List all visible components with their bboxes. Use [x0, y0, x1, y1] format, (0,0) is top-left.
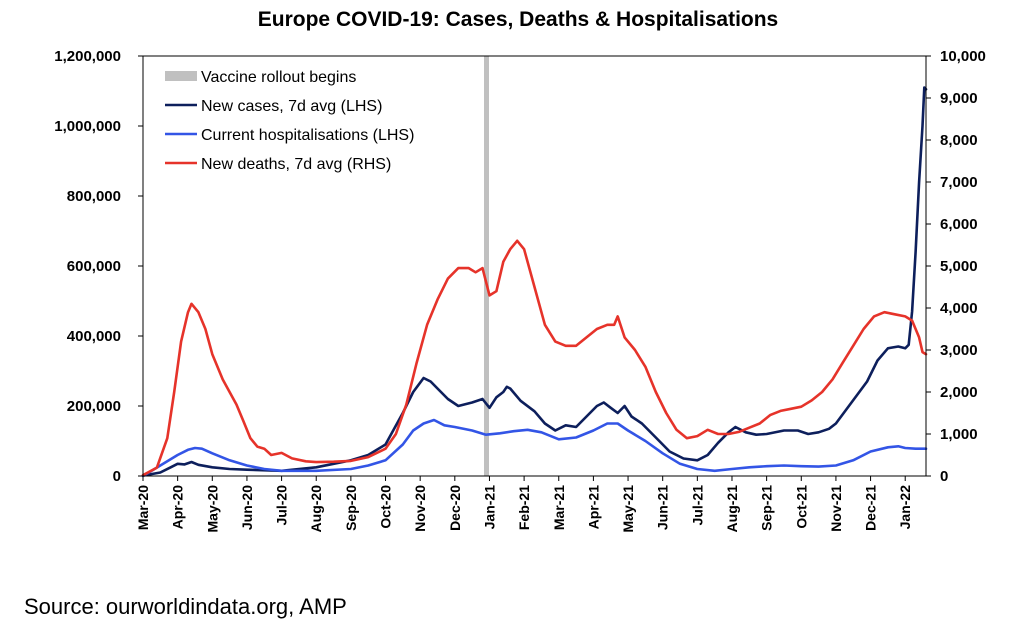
- right-tick-label: 6,000: [940, 216, 978, 233]
- x-tick-label: Mar-20: [135, 485, 151, 530]
- left-tick-label: 600,000: [67, 258, 121, 275]
- x-tick-label: Nov-20: [412, 485, 428, 532]
- left-tick-label: 200,000: [67, 398, 121, 415]
- x-tick-label: Aug-21: [724, 485, 740, 533]
- x-tick-label: Oct-21: [793, 485, 809, 529]
- right-tick-label: 5,000: [940, 258, 978, 275]
- left-tick-label: 1,000,000: [54, 118, 121, 135]
- right-tick-label: 9,000: [940, 90, 978, 107]
- right-tick-label: 0: [940, 468, 948, 485]
- chart-title: Europe COVID-19: Cases, Deaths & Hospita…: [258, 8, 778, 31]
- x-tick-label: Aug-20: [308, 485, 324, 533]
- x-tick-label: Jan-21: [481, 485, 497, 530]
- x-tick-label: Jun-20: [239, 485, 255, 530]
- left-tick-label: 0: [113, 468, 121, 485]
- right-tick-label: 10,000: [940, 48, 986, 65]
- legend-label: Current hospitalisations (LHS): [201, 127, 414, 144]
- x-tick-label: Apr-21: [585, 485, 601, 530]
- x-tick-label: May-20: [204, 485, 220, 533]
- right-tick-label: 7,000: [940, 174, 978, 191]
- right-tick-label: 1,000: [940, 426, 978, 443]
- x-tick-label: Dec-20: [447, 485, 463, 531]
- series-line-2: [141, 239, 928, 477]
- right-tick-label: 2,000: [940, 384, 978, 401]
- x-tick-label: Nov-21: [828, 485, 844, 532]
- vaccine-rollout-band: [483, 56, 489, 476]
- x-tick-label: Sep-20: [343, 485, 359, 531]
- source-note: Source: ourworldindata.org, AMP: [24, 594, 347, 619]
- right-tick-label: 8,000: [940, 132, 978, 149]
- right-tick-label: 3,000: [940, 342, 978, 359]
- x-tick-label: Jul-20: [274, 485, 290, 526]
- legend-label: New deaths, 7d avg (RHS): [201, 156, 391, 173]
- right-tick-label: 4,000: [940, 300, 978, 317]
- series-line-1: [141, 418, 928, 478]
- left-tick-label: 1,200,000: [54, 48, 121, 65]
- x-tick-label: Jun-21: [655, 485, 671, 530]
- series-line-0: [141, 86, 928, 477]
- x-tick-label: Feb-21: [516, 485, 532, 530]
- left-tick-label: 400,000: [67, 328, 121, 345]
- x-tick-label: Mar-21: [551, 485, 567, 530]
- x-tick-label: Apr-20: [170, 485, 186, 530]
- legend: Vaccine rollout begins New cases, 7d avg …: [165, 69, 414, 173]
- legend-label: New cases, 7d avg (LHS): [201, 98, 382, 115]
- x-tick-label: Sep-21: [759, 485, 775, 531]
- x-tick-label: Dec-21: [863, 485, 879, 531]
- x-tick-label: Oct-20: [378, 485, 394, 529]
- legend-label: Vaccine rollout begins: [201, 69, 356, 86]
- x-tick-label: May-21: [620, 485, 636, 533]
- x-tick-label: Jan-22: [897, 485, 913, 530]
- left-tick-label: 800,000: [67, 188, 121, 205]
- x-tick-label: Jul-21: [689, 485, 705, 526]
